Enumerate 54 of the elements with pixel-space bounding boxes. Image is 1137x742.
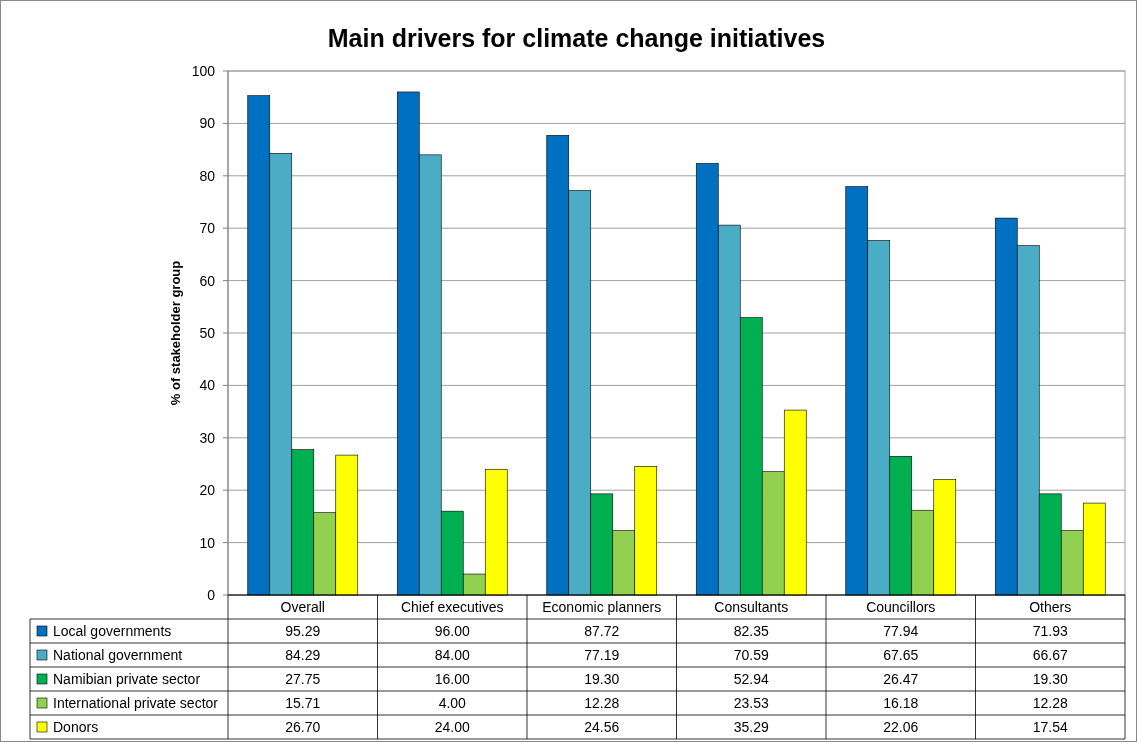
data-label: 77.94 (883, 622, 919, 639)
x-tick-label: Councillors (866, 598, 936, 615)
y-tick-label: 70 (199, 220, 216, 237)
data-label: 35.29 (733, 718, 769, 735)
x-tick-label: Overall (280, 598, 325, 615)
y-axis-title: % of stakeholder group (168, 260, 183, 406)
data-label: 17.54 (1032, 718, 1068, 735)
data-label: 16.18 (883, 694, 919, 711)
data-label: 26.70 (285, 718, 321, 735)
data-label: 96.00 (434, 622, 470, 639)
data-label: 70.59 (733, 646, 769, 663)
data-label: 77.19 (584, 646, 620, 663)
data-label: 23.53 (733, 694, 769, 711)
x-tick-label: Consultants (714, 598, 789, 615)
data-label: 84.00 (434, 646, 470, 663)
legend-label: Donors (53, 718, 99, 735)
data-label: 15.71 (285, 694, 321, 711)
data-label: 82.35 (733, 622, 769, 639)
data-label: 27.75 (285, 670, 321, 687)
data-label: 22.06 (883, 718, 919, 735)
data-label: 95.29 (285, 622, 321, 639)
data-label: 26.47 (883, 670, 919, 687)
data-label: 12.28 (584, 694, 620, 711)
data-label: 87.72 (584, 622, 620, 639)
y-tick-label: 0 (207, 586, 216, 603)
data-label: 71.93 (1032, 622, 1068, 639)
y-tick-label: 50 (199, 324, 216, 341)
x-tick-label: Economic planners (542, 598, 662, 615)
legend-label: Local governments (53, 622, 172, 639)
legend-label: National government (53, 646, 183, 663)
y-tick-label: 60 (199, 272, 216, 289)
y-tick-label: 40 (199, 377, 216, 394)
y-tick-label: 100 (191, 62, 216, 79)
data-label: 4.00 (438, 694, 467, 711)
chart-title: Main drivers for climate change initiatives (327, 24, 826, 52)
y-tick-label: 20 (199, 482, 216, 499)
y-tick-label: 30 (199, 429, 216, 446)
data-label: 52.94 (733, 670, 769, 687)
data-label: 24.56 (584, 718, 620, 735)
y-tick-label: 80 (199, 167, 216, 184)
legend-label: International private sector (53, 694, 219, 711)
data-label: 67.65 (883, 646, 919, 663)
data-label: 16.00 (434, 670, 470, 687)
legend-label: Namibian private sector (53, 670, 201, 687)
x-tick-label: Chief executives (400, 598, 504, 615)
data-label: 19.30 (584, 670, 620, 687)
data-label: 12.28 (1032, 694, 1068, 711)
data-label: 24.00 (434, 718, 470, 735)
y-tick-label: 10 (199, 534, 216, 551)
data-label: 84.29 (285, 646, 321, 663)
data-label: 19.30 (1032, 670, 1068, 687)
y-tick-label: 90 (199, 115, 216, 132)
data-label: 66.67 (1032, 646, 1068, 663)
x-tick-label: Others (1029, 598, 1072, 615)
